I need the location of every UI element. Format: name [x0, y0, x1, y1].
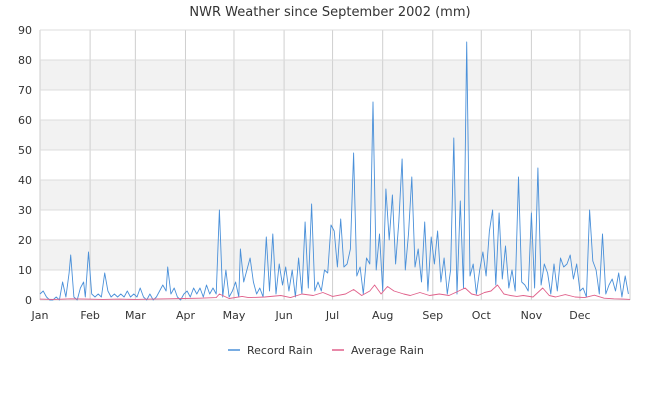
x-tick-label: May	[223, 309, 246, 322]
legend-label-record-rain: Record Rain	[247, 344, 313, 357]
legend: Record Rain Average Rain	[228, 344, 424, 357]
chart-title: NWR Weather since September 2002 (mm)	[189, 5, 470, 20]
y-axis-ticks: 0 10 20 30 40 50 60 70 80 90	[18, 24, 32, 307]
y-tick-label: 10	[18, 264, 32, 277]
x-tick-label: Sep	[422, 309, 443, 322]
y-tick-label: 90	[18, 24, 32, 37]
y-tick-label: 40	[18, 174, 32, 187]
legend-label-average-rain: Average Rain	[351, 344, 424, 357]
y-tick-label: 30	[18, 204, 32, 217]
x-tick-label: Jul	[325, 309, 339, 322]
x-tick-label: Nov	[521, 309, 543, 322]
legend-item-average-rain[interactable]: Average Rain	[332, 344, 424, 357]
x-axis-ticks: Jan Feb Mar Apr May Jun Jul Aug Sep Oct Nov Dec	[31, 309, 591, 322]
y-tick-label: 70	[18, 84, 32, 97]
plot-band	[40, 60, 630, 90]
series-line-average-rain	[39, 284, 631, 300]
x-tick-label: Mar	[125, 309, 146, 322]
x-tick-label: Aug	[372, 309, 393, 322]
legend-item-record-rain[interactable]: Record Rain	[228, 344, 313, 357]
y-tick-label: 80	[18, 54, 32, 67]
y-tick-label: 20	[18, 234, 32, 247]
series-line-record-rain	[39, 41, 629, 301]
y-tick-label: 60	[18, 114, 32, 127]
plot-band	[40, 180, 630, 210]
x-tick-label: Dec	[569, 309, 590, 322]
x-tick-label: Oct	[472, 309, 492, 322]
y-tick-label: 50	[18, 144, 32, 157]
horizontal-gridlines	[40, 29, 630, 301]
x-tick-label: Jan	[31, 309, 49, 322]
x-tick-label: Apr	[176, 309, 196, 322]
x-tick-label: Jun	[274, 309, 292, 322]
plot-band	[40, 120, 630, 150]
x-tick-label: Feb	[80, 309, 99, 322]
y-tick-label: 0	[25, 294, 32, 307]
vertical-gridlines	[39, 30, 631, 300]
series-layer	[39, 41, 631, 301]
